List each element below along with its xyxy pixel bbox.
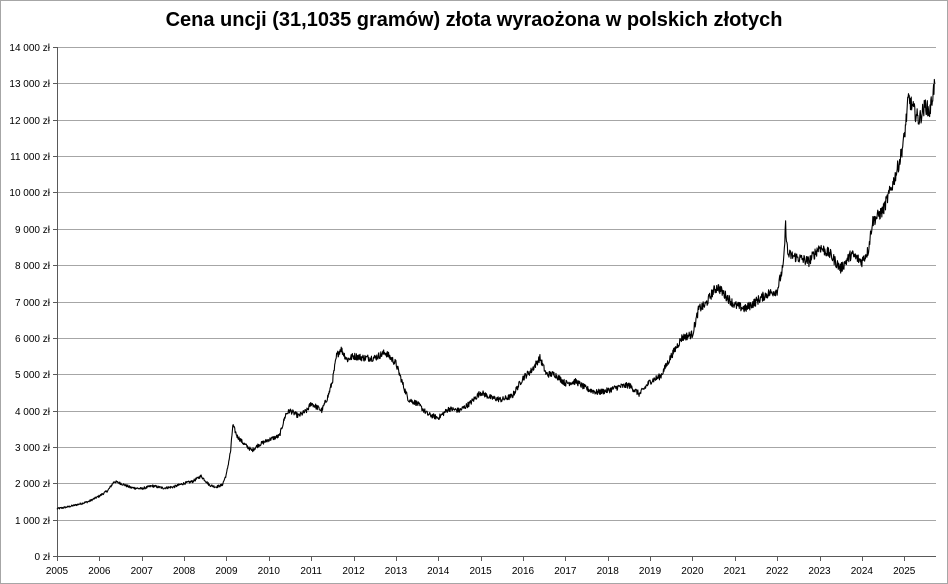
- x-tick-label: 2008: [173, 566, 196, 577]
- y-tick-label: 11 000 zł: [10, 152, 51, 163]
- x-tick-label: 2015: [469, 566, 492, 577]
- x-tick-labels: 2005 2006 2007 2008 2009 2010 2011 2012 2013 2014…: [46, 566, 916, 577]
- x-tick-label: 2020: [681, 566, 704, 577]
- series-line: [56, 78, 936, 510]
- axes: [53, 47, 936, 561]
- x-tick-label: 2011: [300, 566, 322, 577]
- y-tick-label: 4 000 zł: [15, 407, 51, 418]
- y-tick-label: 6 000 zł: [15, 334, 51, 345]
- x-tick-label: 2016: [512, 566, 535, 577]
- x-tick-label: 2010: [258, 566, 281, 577]
- x-tick-label: 2005: [46, 566, 69, 577]
- y-tick-label: 2 000 zł: [15, 479, 51, 490]
- y-tick-label: 12 000 zł: [9, 116, 50, 127]
- x-tick-label: 2006: [88, 566, 111, 577]
- x-tick-label: 2012: [342, 566, 365, 577]
- x-tick-label: 2018: [597, 566, 620, 577]
- y-tick-label: 5 000 zł: [15, 370, 51, 381]
- x-tick-label: 2024: [851, 566, 874, 577]
- x-tick-label: 2021: [724, 566, 747, 577]
- y-tick-labels: 0 zł 1 000 zł 2 000 zł 3 000 zł 4 000 zł 5 00…: [9, 43, 50, 563]
- y-tick-label: 0 zł: [34, 552, 50, 563]
- y-tick-label: 3 000 zł: [15, 443, 51, 454]
- y-tick-label: 1 000 zł: [15, 516, 51, 527]
- x-tick-label: 2007: [131, 566, 154, 577]
- x-tick-label: 2023: [808, 566, 831, 577]
- x-tick-label: 2013: [385, 566, 408, 577]
- gridlines: [57, 47, 936, 521]
- x-tick-label: 2022: [766, 566, 789, 577]
- x-tick-label: 2019: [639, 566, 662, 577]
- y-tick-label: 10 000 zł: [9, 188, 50, 199]
- x-tick-label: 2025: [893, 566, 916, 577]
- y-tick-label: 14 000 zł: [9, 43, 50, 54]
- y-tick-label: 9 000 zł: [15, 225, 51, 236]
- y-tick-label: 7 000 zł: [15, 298, 51, 309]
- y-tick-label: 8 000 zł: [15, 261, 51, 272]
- y-tick-label: 13 000 zł: [9, 79, 50, 90]
- x-tick-label: 2009: [215, 566, 238, 577]
- series-group: [56, 78, 936, 510]
- x-tick-label: 2017: [554, 566, 577, 577]
- chart-title: Cena uncji (31,1035 gramów) złota wyraoż…: [165, 9, 783, 31]
- x-tick-label: 2014: [427, 566, 450, 577]
